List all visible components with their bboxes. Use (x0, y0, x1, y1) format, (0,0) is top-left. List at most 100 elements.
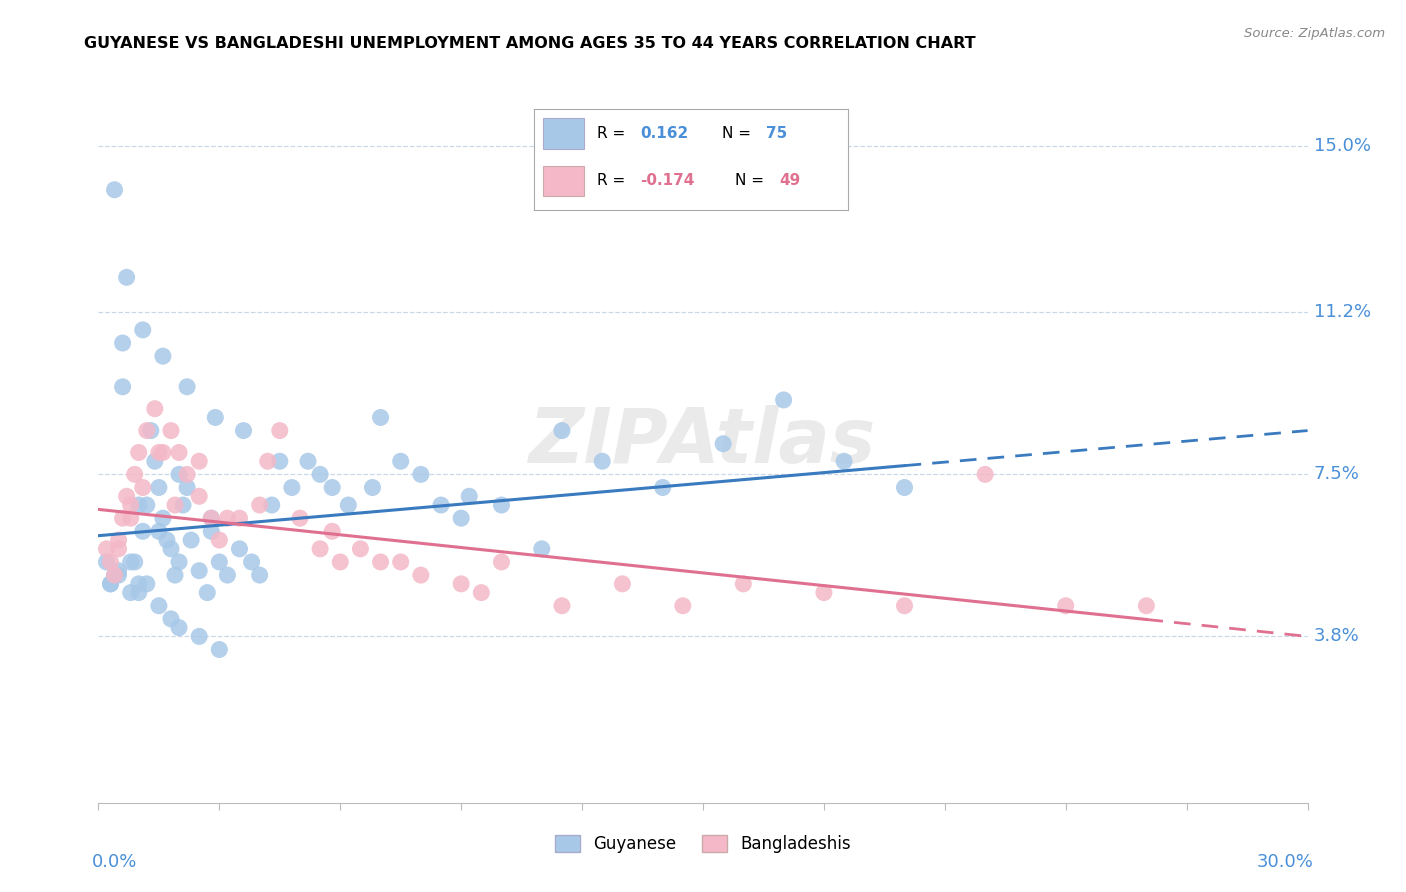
Point (288, 511, 311, 525)
Point (176, 481, 198, 495)
Point (132, 481, 155, 495)
Point (389, 555, 412, 569)
Point (128, 498, 150, 512)
Point (100, 577, 122, 591)
Point (163, 568, 186, 582)
Point (458, 489, 481, 503)
Point (321, 524, 343, 539)
Text: 0.0%: 0.0% (93, 854, 138, 871)
Point (195, 585, 218, 599)
Point (135, 498, 157, 512)
Point (491, 555, 513, 569)
Point (240, 555, 263, 569)
Point (103, 568, 125, 582)
Point (111, 380, 134, 394)
Point (208, 642, 231, 657)
Point (160, 541, 183, 556)
Point (152, 349, 174, 363)
Point (176, 380, 198, 394)
Point (132, 323, 155, 337)
Point (188, 489, 211, 503)
Point (370, 410, 392, 425)
Point (711, 436, 734, 450)
Point (591, 454, 613, 468)
Point (167, 621, 190, 635)
Point (389, 454, 412, 468)
Point (120, 498, 142, 512)
Point (107, 564, 129, 578)
Point (217, 568, 239, 582)
Point (176, 467, 198, 482)
Point (260, 498, 283, 512)
Point (188, 564, 211, 578)
Point (200, 524, 222, 539)
Point (409, 467, 432, 482)
Point (1054, 599, 1077, 613)
Point (832, 454, 855, 468)
Point (128, 445, 150, 459)
Point (228, 511, 250, 525)
Point (188, 629, 211, 643)
Point (124, 555, 146, 569)
Point (217, 511, 239, 525)
Point (893, 599, 915, 613)
Point (111, 336, 134, 351)
Point (143, 454, 166, 468)
Point (132, 524, 155, 539)
Point (172, 498, 194, 512)
Point (124, 467, 146, 482)
Point (148, 524, 170, 539)
Point (204, 410, 226, 425)
Point (430, 498, 453, 512)
Point (115, 489, 138, 503)
Point (100, 577, 122, 591)
Point (156, 533, 179, 547)
Point (208, 555, 231, 569)
Point (269, 454, 291, 468)
Point (491, 498, 513, 512)
Point (361, 481, 384, 495)
Point (160, 424, 183, 438)
Point (167, 445, 190, 459)
Point (128, 577, 150, 591)
Point (139, 424, 162, 438)
Point (974, 467, 997, 482)
Point (337, 498, 360, 512)
Point (232, 424, 254, 438)
Point (152, 445, 174, 459)
Text: ZIPAtlas: ZIPAtlas (529, 405, 877, 478)
Point (100, 555, 122, 569)
Point (148, 445, 170, 459)
Point (120, 511, 142, 525)
Point (450, 577, 472, 591)
Point (672, 599, 695, 613)
Point (772, 392, 794, 407)
Text: 11.2%: 11.2% (1313, 303, 1371, 321)
Point (651, 481, 673, 495)
Point (228, 541, 250, 556)
Point (135, 424, 157, 438)
Text: 15.0%: 15.0% (1313, 137, 1371, 155)
Point (249, 568, 271, 582)
Point (111, 511, 134, 525)
Point (167, 555, 190, 569)
Point (143, 401, 166, 416)
Point (249, 498, 271, 512)
Text: Source: ZipAtlas.com: Source: ZipAtlas.com (1244, 27, 1385, 40)
Point (96, 555, 118, 569)
Point (208, 533, 231, 547)
Point (200, 511, 222, 525)
Point (128, 585, 150, 599)
Text: 30.0%: 30.0% (1257, 854, 1313, 871)
Point (107, 533, 129, 547)
Legend: Guyanese, Bangladeshis: Guyanese, Bangladeshis (548, 828, 858, 860)
Point (107, 541, 129, 556)
Point (107, 568, 129, 582)
Point (321, 481, 343, 495)
Point (103, 568, 125, 582)
Point (309, 541, 332, 556)
Point (152, 511, 174, 525)
Point (115, 270, 138, 285)
Point (135, 577, 157, 591)
Point (281, 481, 304, 495)
